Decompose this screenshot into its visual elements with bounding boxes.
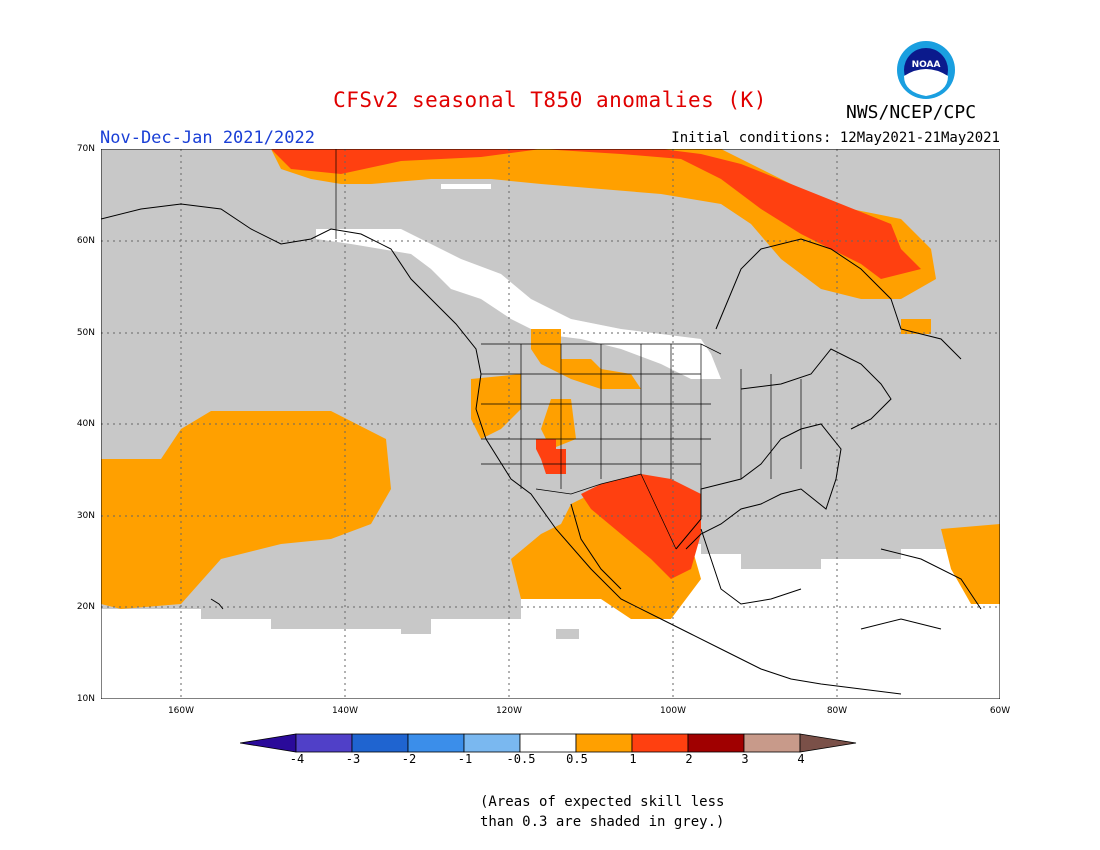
graticule xyxy=(101,149,1000,699)
lon-label: 120W xyxy=(495,706,523,716)
lon-label: 160W xyxy=(167,706,195,716)
legend-label: 0.5 xyxy=(566,752,588,766)
color-legend-bar xyxy=(240,733,857,753)
legend-swatch xyxy=(295,733,353,753)
legend-swatch xyxy=(351,733,409,753)
legend-label: 3 xyxy=(741,752,749,766)
map-title: CFSv2 seasonal T850 anomalies (K) xyxy=(333,88,767,112)
lat-label: 40N xyxy=(76,419,95,429)
legend-label: -4 xyxy=(289,752,305,766)
legend-swatch xyxy=(575,733,633,753)
legend-label: -2 xyxy=(401,752,417,766)
footnote-line: than 0.3 are shaded in grey.) xyxy=(480,814,725,830)
legend-arrow-high xyxy=(799,733,857,753)
legend-label: 2 xyxy=(685,752,693,766)
legend-swatch xyxy=(687,733,745,753)
agency-label: NWS/NCEP/CPC xyxy=(846,102,977,123)
legend-swatch xyxy=(407,733,465,753)
legend-label: 4 xyxy=(797,752,805,766)
lon-label: 140W xyxy=(331,706,359,716)
lon-label: 80W xyxy=(826,706,848,716)
initial-conditions: Initial conditions: 12May2021-21May2021 xyxy=(671,130,1000,146)
lat-label: 60N xyxy=(76,236,95,246)
lon-label: 60W xyxy=(989,706,1011,716)
legend-swatch xyxy=(743,733,801,753)
svg-text:NOAA: NOAA xyxy=(912,60,941,70)
legend-swatch xyxy=(463,733,521,753)
lon-label: 100W xyxy=(659,706,687,716)
legend-label: -0.5 xyxy=(506,752,536,766)
anomaly-map xyxy=(101,149,1000,699)
legend-swatch xyxy=(631,733,689,753)
lat-label: 20N xyxy=(76,602,95,612)
legend-swatch xyxy=(519,733,577,753)
lat-label: 10N xyxy=(76,694,95,704)
legend-label: 1 xyxy=(629,752,637,766)
political-borders xyxy=(335,149,802,550)
legend-label: -1 xyxy=(457,752,473,766)
noaa-logo-icon: NOAA xyxy=(897,41,955,99)
anomaly-1-to-2 xyxy=(271,149,921,579)
lat-label: 70N xyxy=(76,144,95,154)
lat-label: 30N xyxy=(76,511,95,521)
legend-arrow-low xyxy=(240,733,297,753)
skill-footnote: (Areas of expected skill less than 0.3 a… xyxy=(480,792,724,832)
forecast-period: Nov-Dec-Jan 2021/2022 xyxy=(100,128,315,148)
lat-label: 50N xyxy=(76,328,95,338)
legend-label: -3 xyxy=(345,752,361,766)
footnote-line: (Areas of expected skill less xyxy=(480,794,725,810)
coastlines xyxy=(101,203,982,695)
